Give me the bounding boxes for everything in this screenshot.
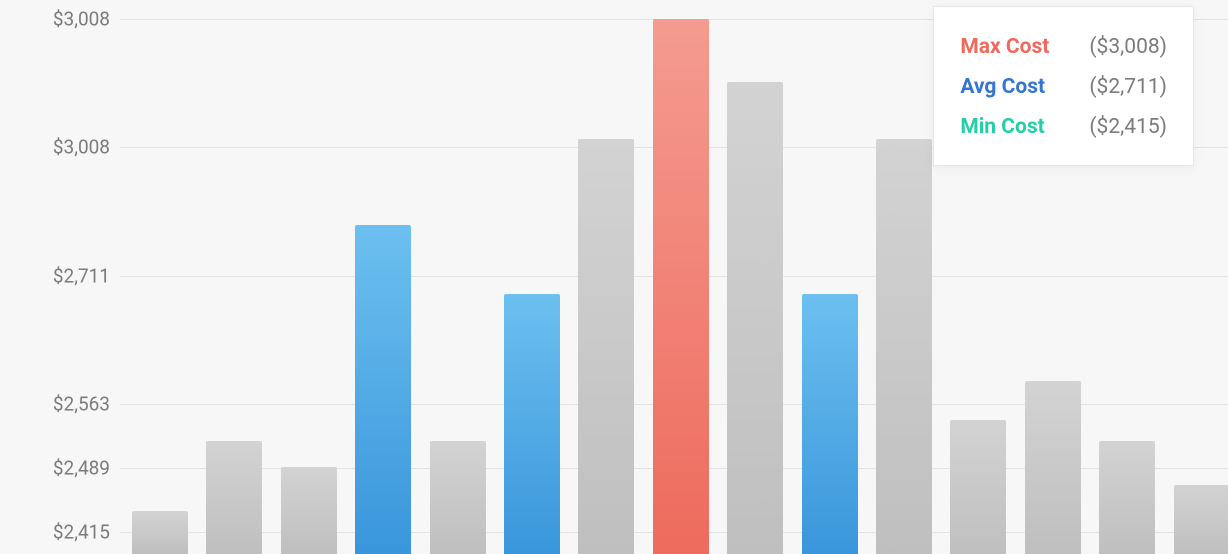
bar[interactable] xyxy=(504,294,560,554)
legend-box: Max Cost ($3,008) Avg Cost ($2,711) Min Cost… xyxy=(933,6,1194,166)
bar[interactable] xyxy=(206,441,262,554)
y-axis-tick-label: $2,711 xyxy=(0,265,110,288)
legend-row: Avg Cost ($2,711) xyxy=(960,67,1167,107)
cost-bar-chart: $2,415 $2,489 $2,563 $2,711 $3,008 $3,008 Max… xyxy=(0,0,1228,554)
bar[interactable] xyxy=(1025,381,1081,554)
bar[interactable] xyxy=(578,139,634,554)
bar[interactable] xyxy=(281,467,337,554)
legend-label: Avg Cost xyxy=(960,75,1045,99)
bar[interactable] xyxy=(727,82,783,554)
y-axis-tick-label: $2,563 xyxy=(0,393,110,416)
legend-label: Min Cost xyxy=(960,115,1044,139)
y-axis-tick-label: $3,008 xyxy=(0,136,110,159)
bar[interactable] xyxy=(950,420,1006,554)
bar[interactable] xyxy=(876,139,932,554)
legend-row: Max Cost ($3,008) xyxy=(960,27,1167,67)
bar[interactable] xyxy=(1099,441,1155,554)
y-axis-tick-label: $3,008 xyxy=(0,8,110,31)
bar[interactable] xyxy=(132,511,188,554)
bar[interactable] xyxy=(430,441,486,554)
bar[interactable] xyxy=(1174,485,1228,554)
y-axis-tick-label: $2,415 xyxy=(0,521,110,544)
legend-value: ($2,711) xyxy=(1089,75,1167,99)
bar[interactable] xyxy=(802,294,858,554)
legend-row: Min Cost ($2,415) xyxy=(960,107,1167,147)
bar[interactable] xyxy=(355,225,411,554)
y-axis-tick-label: $2,489 xyxy=(0,457,110,480)
legend-label: Max Cost xyxy=(960,35,1049,59)
legend-value: ($3,008) xyxy=(1089,35,1167,59)
bar[interactable] xyxy=(653,19,709,554)
legend-value: ($2,415) xyxy=(1089,115,1167,139)
